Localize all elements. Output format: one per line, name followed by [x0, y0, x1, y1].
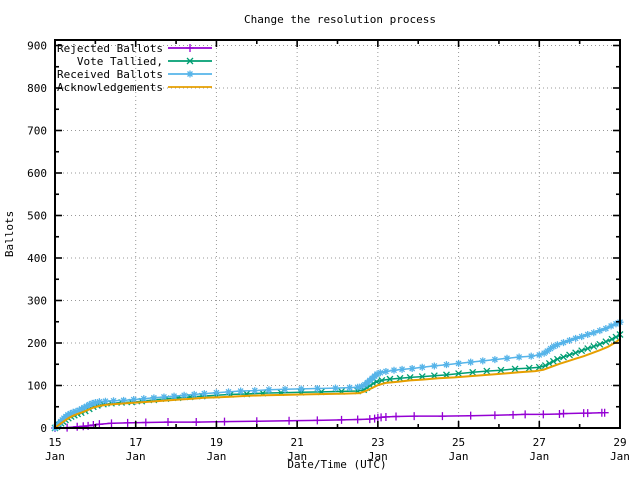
series-markers-vote-tallied: [51, 331, 624, 432]
x-tick-label-day: 15: [48, 436, 61, 449]
x-tick-label-day: 25: [452, 436, 465, 449]
series-line-received-ballots: [54, 321, 621, 429]
legend-entry-vote-tallied: Vote Tallied,: [77, 55, 212, 68]
x-tick-label-month: Jan: [45, 450, 65, 463]
legend-sample-marker: [186, 70, 194, 78]
legend-label: Rejected Ballots: [57, 42, 163, 55]
x-tick-label-day: 21: [291, 436, 304, 449]
chart-title: Change the resolution process: [244, 13, 436, 26]
plot-border: [54, 39, 621, 429]
legend-entry-acknowledgements: Acknowledgements: [57, 81, 212, 94]
x-tick-label-month: Jan: [529, 450, 549, 463]
series-received-ballots: [51, 318, 624, 432]
x-tick-label-day: 27: [533, 436, 546, 449]
x-tick-label-day: 19: [210, 436, 223, 449]
series-vote-tallied: [51, 331, 624, 432]
y-axis-title: Ballots: [3, 211, 16, 257]
y-tick-label: 700: [27, 125, 47, 138]
x-tick-label-month: Jan: [610, 450, 630, 463]
y-tick-label: 100: [27, 380, 47, 393]
legend-label: Received Ballots: [57, 68, 163, 81]
x-tick-label-month: Jan: [287, 450, 307, 463]
y-tick-label: 600: [27, 167, 47, 180]
legend-label: Acknowledgements: [57, 81, 163, 94]
y-tick-label: 0: [40, 422, 47, 435]
legend-sample-marker: [186, 57, 194, 65]
y-tick-label: 800: [27, 82, 47, 95]
data-series: [51, 318, 624, 432]
x-tick-label-day: 17: [129, 436, 142, 449]
x-tick-label-day: 23: [371, 436, 384, 449]
x-axis-title: Date/Time (UTC): [287, 458, 386, 471]
series-acknowledgements: [54, 338, 621, 429]
legend-label: Vote Tallied,: [77, 55, 163, 68]
x-tick-label-month: Jan: [449, 450, 469, 463]
axis-tick-labels: 010020030040050060070080090015Jan17Jan19…: [27, 40, 630, 464]
x-tick-label-month: Jan: [368, 450, 388, 463]
y-tick-label: 500: [27, 210, 47, 223]
x-tick-label-month: Jan: [206, 450, 226, 463]
legend-sample-marker: [186, 44, 194, 52]
x-tick-label-month: Jan: [126, 450, 146, 463]
y-tick-label: 200: [27, 337, 47, 350]
legend-entry-received-ballots: Received Ballots: [57, 68, 212, 81]
gridlines: [55, 40, 620, 428]
y-tick-label: 300: [27, 295, 47, 308]
series-line-acknowledgements: [54, 338, 621, 429]
legend-entry-rejected-ballots: Rejected Ballots: [57, 42, 212, 55]
x-tick-label-day: 29: [613, 436, 626, 449]
y-tick-label: 400: [27, 252, 47, 265]
y-tick-label: 900: [27, 40, 47, 53]
axis-ticks: [54, 40, 621, 429]
